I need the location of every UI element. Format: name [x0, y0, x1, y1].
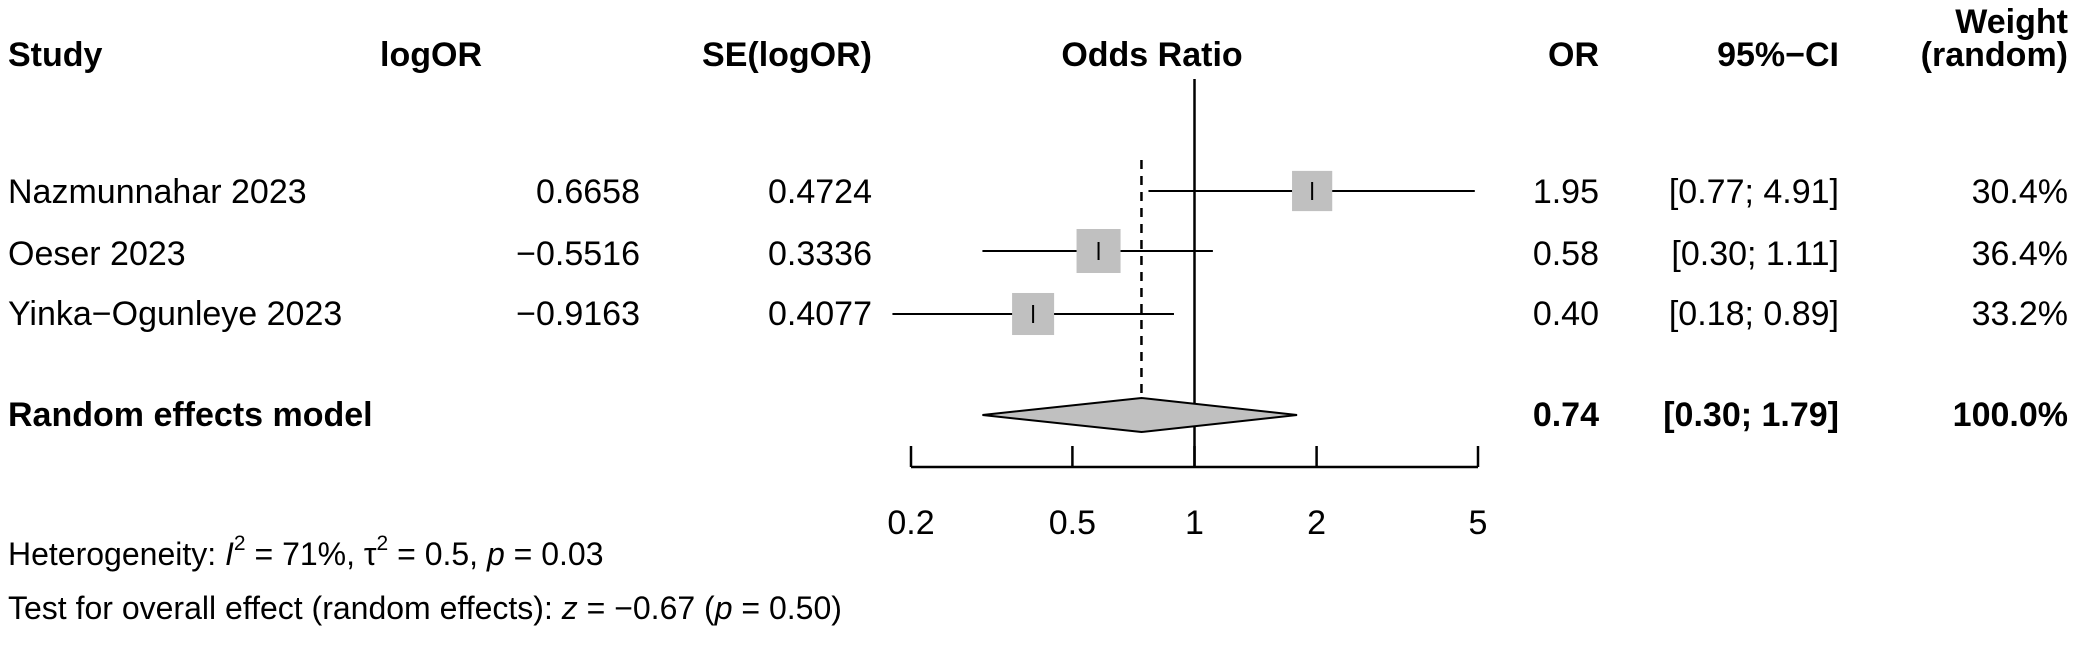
heterogeneity-p: 0.03	[541, 536, 604, 572]
study-ci: [0.30; 1.11]	[1671, 235, 1839, 273]
x-tick-label: 1	[1185, 504, 1204, 542]
tau2-value: 0.5	[424, 536, 470, 572]
study-se: 0.4077	[768, 295, 872, 333]
overall-effect-label: Test for overall effect (random effects)…	[8, 590, 553, 626]
header-se-logor: SE(logOR)	[702, 36, 872, 74]
study-logor: −0.9163	[516, 295, 640, 333]
header-odds-ratio: Odds Ratio	[1061, 36, 1243, 74]
study-name: Yinka−Ogunleye 2023	[8, 295, 343, 333]
x-tick-label: 2	[1307, 504, 1326, 542]
tau2-symbol: τ	[363, 536, 377, 572]
study-weight: 30.4%	[1971, 173, 2068, 211]
study-se: 0.3336	[768, 235, 872, 273]
header-or: OR	[1548, 36, 1599, 74]
header-ci: 95%−CI	[1717, 36, 1839, 74]
study-or: 1.95	[1532, 173, 1599, 211]
x-tick-label: 0.5	[1049, 504, 1096, 542]
study-logor: −0.5516	[516, 235, 640, 273]
overall-effect-line: Test for overall effect (random effects)…	[8, 590, 842, 626]
z-symbol: z	[561, 590, 578, 626]
i2-symbol: I	[225, 536, 234, 572]
i2-value: 71%	[282, 536, 347, 572]
study-name: Nazmunnahar 2023	[8, 173, 307, 211]
model-weight: 100.0%	[1952, 396, 2068, 434]
heterogeneity-label: Heterogeneity:	[8, 536, 217, 572]
model-label: Random effects model	[8, 396, 373, 434]
study-se: 0.4724	[768, 173, 872, 211]
header-study: Study	[8, 36, 103, 74]
p-symbol: p	[486, 536, 505, 572]
study-ci: [0.77; 4.91]	[1668, 173, 1839, 211]
x-tick-label: 5	[1469, 504, 1488, 542]
study-weight: 36.4%	[1971, 235, 2068, 273]
overall-effect-p: 0.50	[768, 590, 832, 626]
study-ci: [0.18; 0.89]	[1668, 295, 1839, 333]
header-weight-line1: Weight	[1955, 3, 2068, 41]
heterogeneity-line: Heterogeneity: I2 = 71%, τ2 = 0.5, p = 0…	[8, 532, 604, 572]
study-logor: 0.6658	[536, 173, 640, 211]
header-weight-line2: (random)	[1920, 36, 2068, 74]
pooled-diamond	[982, 396, 1298, 434]
model-ci: [0.30; 1.79]	[1663, 396, 1839, 434]
study-or: 0.40	[1532, 295, 1599, 333]
study-weight: 33.2%	[1971, 295, 2068, 333]
x-tick-label: 0.2	[887, 504, 934, 542]
z-value: −0.67	[614, 590, 696, 626]
study-or: 0.58	[1532, 235, 1599, 273]
header-logor: logOR	[380, 36, 482, 74]
study-name: Oeser 2023	[8, 235, 186, 273]
p-symbol: p	[714, 590, 733, 626]
model-or: 0.74	[1532, 396, 1599, 434]
